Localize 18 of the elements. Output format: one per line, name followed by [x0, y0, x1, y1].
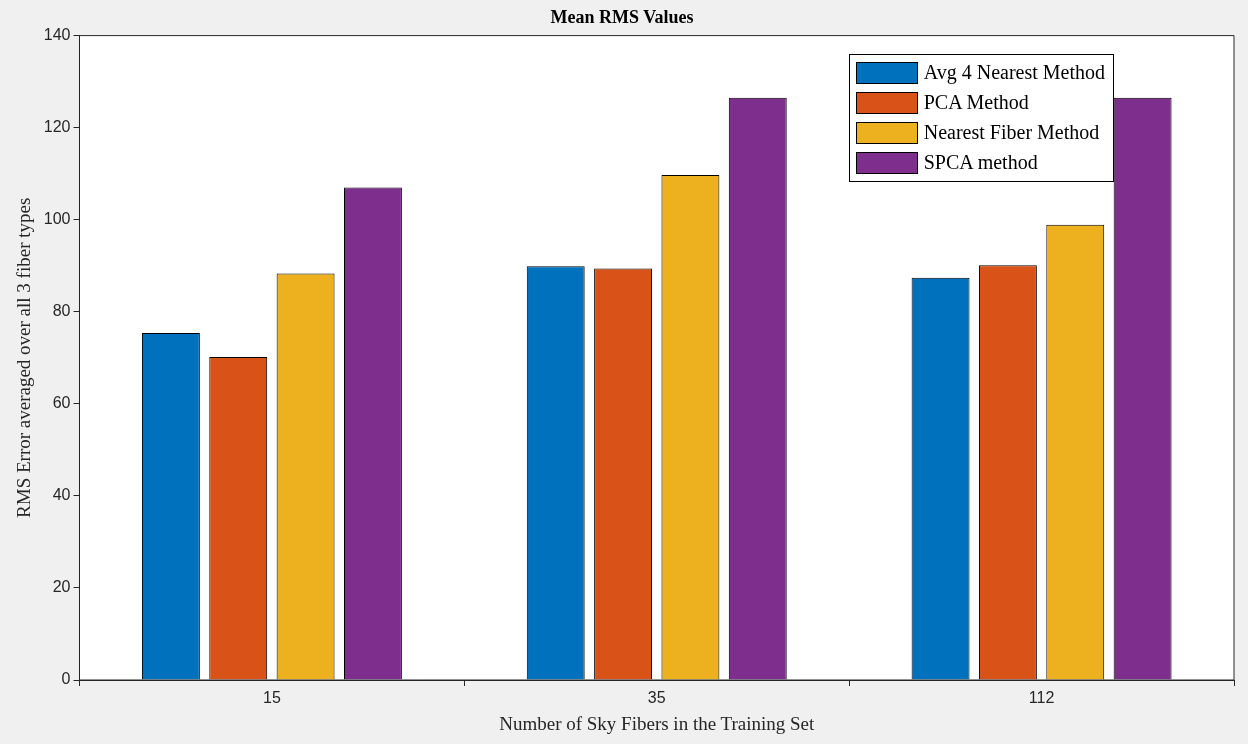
chart-title: Mean RMS Values [550, 7, 694, 28]
legend-label: PCA Method [923, 91, 1029, 115]
x-tick-label: 35 [647, 689, 666, 707]
y-tick-label: 80 [52, 302, 71, 320]
legend-label: Avg 4 Nearest Method [923, 61, 1105, 85]
legend-label: SPCA method [923, 151, 1038, 175]
x-tick-label: 112 [1028, 689, 1055, 707]
x-axis-title: Number of Sky Fibers in the Training Set [499, 712, 816, 734]
y-tick-label: 0 [61, 670, 71, 688]
y-tick-label: 40 [52, 486, 71, 504]
y-tick-label: 60 [52, 394, 71, 412]
y-axis-title: RMS Error averaged over all 3 fiber types [13, 197, 35, 518]
y-tick-label: 120 [43, 118, 71, 136]
y-tick-label: 100 [43, 210, 71, 228]
y-tick-label: 140 [43, 26, 71, 44]
y-tick-label: 20 [52, 578, 71, 596]
x-tick-label: 15 [263, 689, 281, 707]
legend-label: Nearest Fiber Method [923, 121, 1100, 145]
